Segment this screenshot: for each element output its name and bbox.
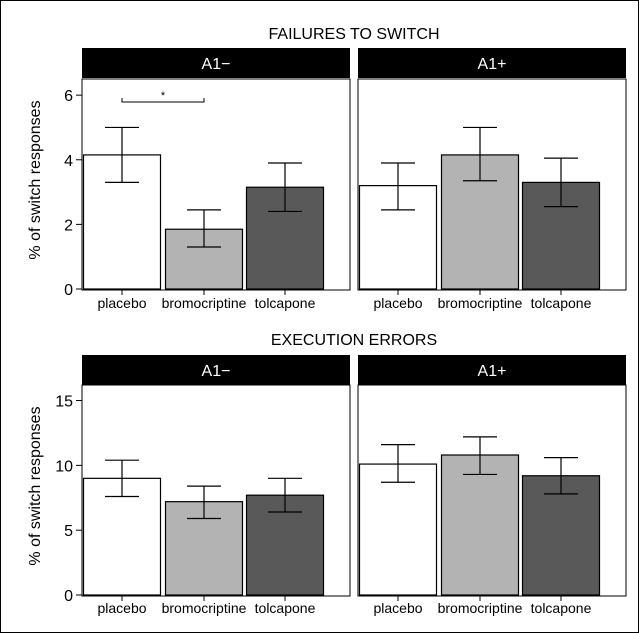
panel-strip-label: A1+ bbox=[478, 363, 507, 380]
panel-strip bbox=[358, 355, 626, 385]
y-tick-label: 6 bbox=[64, 88, 73, 105]
significance-bracket bbox=[121, 98, 205, 103]
y-tick-label: 0 bbox=[64, 588, 73, 605]
chart-0: FAILURES TO SWITCH % of switch responses 0… bbox=[27, 26, 627, 311]
x-tick-label: tolcapone bbox=[531, 295, 592, 311]
x-tick-label: bromocriptine bbox=[438, 600, 523, 616]
y-axis-label: % of switch responses bbox=[27, 100, 44, 259]
panel-strip-label: A1+ bbox=[478, 56, 507, 73]
panel-strip bbox=[82, 48, 350, 78]
bar-bromocriptine bbox=[440, 454, 520, 596]
panel-0-1: A1+ placebo bromocriptine tolcapone bbox=[357, 48, 627, 311]
bar-placebo bbox=[358, 463, 438, 596]
x-tick-label: tolcapone bbox=[255, 600, 316, 616]
panel-strip bbox=[82, 355, 350, 385]
x-tick-label: bromocriptine bbox=[438, 295, 523, 311]
y-tick-label: 15 bbox=[55, 394, 73, 411]
y-tick-label: 2 bbox=[64, 217, 73, 234]
y-axis-label: % of switch responses bbox=[27, 406, 44, 565]
panel-frame bbox=[81, 384, 351, 597]
x-tick-label: placebo bbox=[97, 295, 146, 311]
panel-frame bbox=[357, 78, 627, 291]
x-tick-label: bromocriptine bbox=[162, 600, 247, 616]
x-tick-label: bromocriptine bbox=[162, 295, 247, 311]
panel-strip-label: A1− bbox=[202, 363, 231, 380]
panel-strip bbox=[358, 48, 626, 78]
chart-title: FAILURES TO SWITCH bbox=[269, 26, 440, 43]
panel-frame bbox=[81, 78, 351, 291]
bar-tolcapone bbox=[521, 475, 601, 596]
y-tick-label: 5 bbox=[64, 523, 73, 540]
bar-placebo bbox=[82, 477, 162, 596]
charts: FAILURES TO SWITCH % of switch responses 0… bbox=[27, 26, 627, 616]
x-tick-label: placebo bbox=[373, 600, 422, 616]
chart-1: EXECUTION ERRORS % of switch responses 0 5 1… bbox=[27, 332, 627, 616]
x-tick-label: tolcapone bbox=[255, 295, 316, 311]
significance-label: * bbox=[161, 90, 166, 102]
panel-1-0: A1− placebo bromocriptine tolcapone bbox=[81, 355, 351, 616]
y-tick-label: 10 bbox=[55, 458, 73, 475]
panel-1-1: A1+ placebo bromocriptine tolcapone bbox=[357, 355, 627, 616]
y-tick-label: 4 bbox=[64, 153, 73, 170]
panel-frame bbox=[357, 384, 627, 597]
x-tick-label: placebo bbox=[97, 600, 146, 616]
x-tick-label: placebo bbox=[373, 295, 422, 311]
y-tick-label: 0 bbox=[64, 282, 73, 299]
chart-title: EXECUTION ERRORS bbox=[271, 332, 437, 349]
panel-strip-label: A1− bbox=[202, 56, 231, 73]
x-tick-label: tolcapone bbox=[531, 600, 592, 616]
panel-0-0: A1− placebo bromocriptine tolcapone * bbox=[81, 48, 351, 311]
